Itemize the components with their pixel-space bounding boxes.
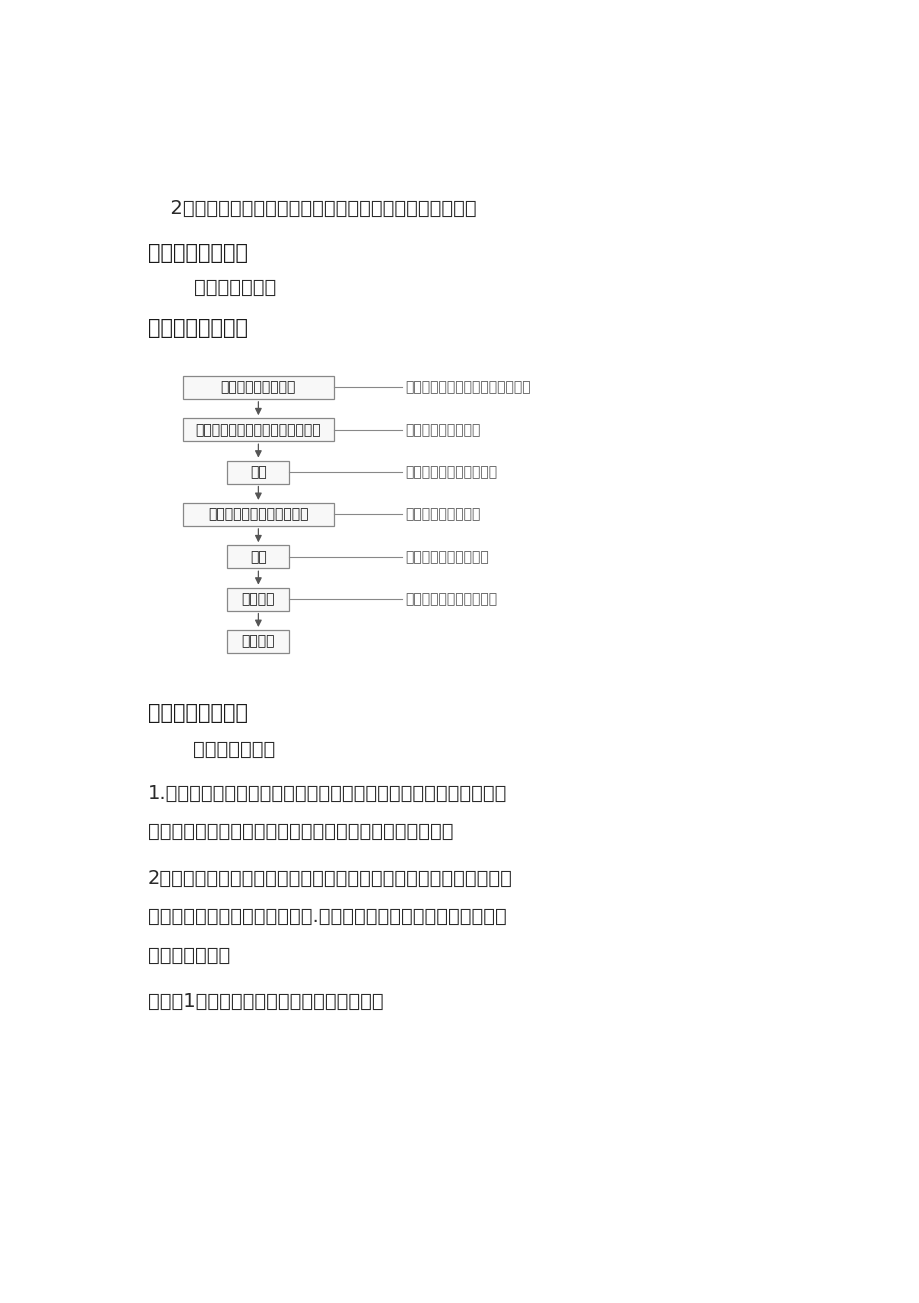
Text: 六、教学过程设计: 六、教学过程设计 [147,704,247,723]
Text: 数学变换思想的导入: 数学变换思想的导入 [405,507,481,521]
FancyBboxPatch shape [183,375,334,399]
Text: （一）情景引入: （一）情景引入 [167,740,275,760]
Text: 思考（1）：在空间中如何建立直角坐标系？: 思考（1）：在空间中如何建立直角坐标系？ [147,992,382,1011]
FancyBboxPatch shape [227,460,289,483]
FancyBboxPatch shape [183,418,334,442]
Text: 发挥学生的主体作用: 发挥学生的主体作用 [405,422,481,437]
Text: 巩固学生对新知识的理解: 巩固学生对新知识的理解 [405,465,497,480]
Text: 布置作业: 布置作业 [242,635,275,649]
Text: 2．我们知道平面向量可以通过建立直角坐标系用坐标方法进行研究，: 2．我们知道平面向量可以通过建立直角坐标系用坐标方法进行研究， [147,869,512,887]
Text: 从感性认识到理性认识: 从感性认识到理性认识 [405,550,489,564]
Text: 四、教学用具准备: 四、教学用具准备 [147,242,247,263]
Text: 五、教学流程设计: 五、教学流程设计 [147,318,247,337]
Text: 课堂小结: 课堂小结 [242,592,275,606]
FancyBboxPatch shape [227,588,289,611]
Text: 教师提出问题，让学生解决: 教师提出问题，让学生解决 [208,507,308,521]
FancyBboxPatch shape [183,503,334,526]
Text: 2、难点：通过建立适当的直角坐标系，确定空间点的坐标: 2、难点：通过建立适当的直角坐标系，确定空间点的坐标 [157,199,476,218]
Text: 运用多媒体展示: 运用多媒体展示 [169,278,277,297]
Text: 明确重点，整理知识体系: 明确重点，整理知识体系 [405,592,497,606]
FancyBboxPatch shape [227,629,289,653]
Text: 1.回顾旧知识：平面直角坐标系的建立方法，点的坐标的确定过程、: 1.回顾旧知识：平面直角坐标系的建立方法，点的坐标的确定过程、 [147,784,506,803]
Text: 练习: 练习 [250,465,267,480]
Text: 表示方法，平面内的点与坐标之间的一一对应关系，等等．: 表示方法，平面内的点与坐标之间的一一对应关系，等等． [147,822,452,842]
Text: 使向量的运算转化为坐标的运算.那么，空间向量是否也可以用坐标方: 使向量的运算转化为坐标的运算.那么，空间向量是否也可以用坐标方 [147,907,505,926]
Text: 法进行研究呢？: 法进行研究呢？ [147,946,230,964]
Text: 引起学生兴趣，激发学生的求知欲: 引起学生兴趣，激发学生的求知欲 [405,380,530,395]
Text: 练习: 练习 [250,550,267,564]
Text: 学生探索空间点的坐标的得到过程: 学生探索空间点的坐标的得到过程 [196,422,321,437]
Text: 提出问题，导人新课: 提出问题，导人新课 [221,380,296,395]
FancyBboxPatch shape [227,545,289,568]
